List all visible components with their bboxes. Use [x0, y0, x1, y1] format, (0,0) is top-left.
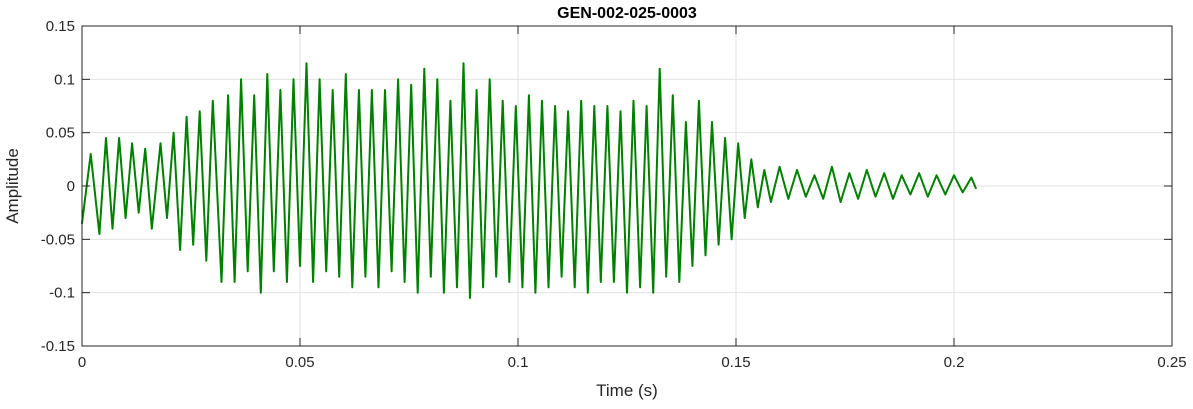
- y-tick-label: 0.1: [54, 71, 75, 88]
- y-tick-label: -0.15: [41, 338, 75, 355]
- y-tick-label: 0.05: [46, 125, 75, 142]
- series-layer: [81, 62, 977, 299]
- x-tick-label: 0.25: [1157, 354, 1186, 371]
- x-tick-label: 0.15: [721, 354, 750, 371]
- x-tick-label: 0.2: [944, 354, 965, 371]
- y-tick-label: -0.1: [49, 285, 75, 302]
- x-tick-label: 0.05: [285, 354, 314, 371]
- x-axis-title: Time (s): [596, 381, 658, 400]
- x-tick-label: 0: [78, 354, 86, 371]
- y-tick-label: 0: [67, 178, 75, 195]
- y-tick-label: -0.05: [41, 231, 75, 248]
- chart-title: GEN-002-025-0003: [557, 5, 697, 22]
- series-line-0: [81, 62, 977, 299]
- x-tick-label: 0.1: [508, 354, 529, 371]
- tick-layer: 0 0.05 0.1 0.15 0.2 0.25 0.15 0.1 0.05 0 -0.05 -0.1…: [41, 18, 1187, 371]
- y-axis-title: Amplitude: [3, 148, 22, 224]
- y-tick-label: 0.15: [46, 18, 75, 35]
